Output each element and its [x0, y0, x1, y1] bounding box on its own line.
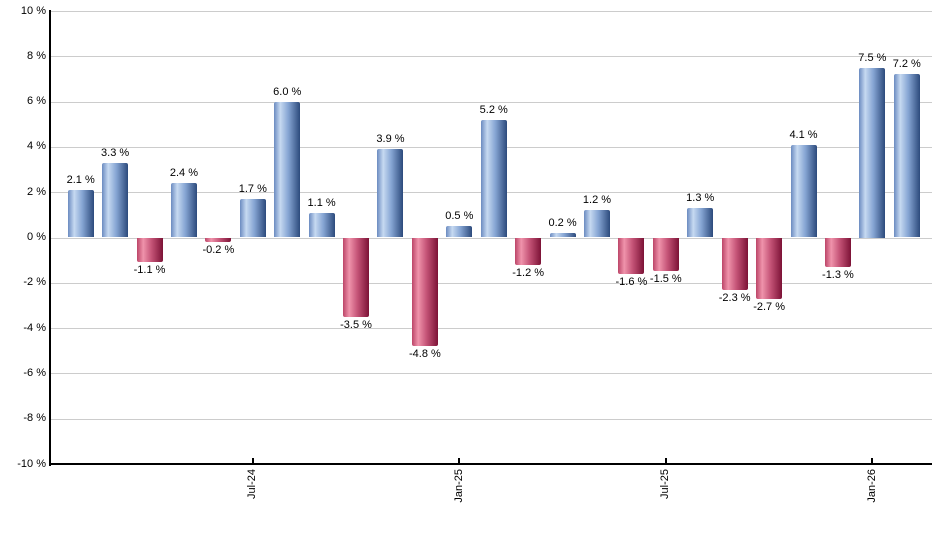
positive-bar[interactable]: [446, 226, 473, 238]
gridline-10pct: [51, 11, 932, 12]
x-axis-tick-label: Jan-26: [865, 469, 878, 503]
bar-value-label: 2.1 %: [66, 173, 95, 186]
y-axis-tick-label: -10 %: [17, 457, 46, 470]
negative-bar[interactable]: [652, 237, 679, 272]
bar-value-label: 1.2 %: [582, 194, 612, 207]
bar-value-label: -1.2 %: [512, 266, 545, 279]
bar-value-label: 1.1 %: [307, 196, 336, 209]
bar-value-label: 0.2 %: [548, 216, 577, 229]
positive-bar[interactable]: [239, 198, 266, 238]
bar-value-label: 3.9 %: [376, 133, 405, 146]
positive-bar[interactable]: [170, 183, 197, 238]
x-axis-tick-label: Jul-25: [659, 469, 672, 499]
negative-bar[interactable]: [515, 237, 542, 265]
bar-value-label: 2.4 %: [169, 167, 199, 180]
bar-value-label: 7.5 %: [858, 51, 887, 64]
positive-bar[interactable]: [893, 74, 920, 238]
bar-value-label: -1.5 %: [649, 273, 682, 286]
positive-bar[interactable]: [549, 232, 576, 238]
negative-bar[interactable]: [756, 237, 783, 299]
negative-bar[interactable]: [824, 237, 851, 267]
gridline--2pct: [51, 282, 932, 284]
y-axis-tick-label: -8 %: [23, 412, 46, 425]
y-axis-tick-label: -2 %: [23, 276, 46, 289]
gridline--6pct: [51, 373, 932, 375]
bar-value-label: -1.3 %: [822, 268, 854, 281]
positive-bar[interactable]: [687, 208, 714, 238]
negative-bar[interactable]: [205, 237, 232, 243]
positive-bar[interactable]: [584, 210, 610, 238]
x-axis-tick-mark: [458, 458, 461, 465]
bar-value-label: 6.0 %: [273, 85, 302, 98]
gridline-8pct: [51, 56, 932, 58]
bar-value-label: 1.3 %: [686, 192, 715, 205]
positive-bar[interactable]: [480, 119, 507, 238]
positive-bar[interactable]: [102, 162, 129, 238]
x-axis-tick-label: Jul-24: [246, 469, 259, 499]
bar-value-label: -1.1 %: [133, 264, 166, 277]
bar-value-label: -2.3 %: [718, 291, 751, 304]
x-axis-line: [49, 463, 932, 465]
bar-value-label: -4.8 %: [408, 348, 441, 361]
bar-value-label: 4.1 %: [789, 128, 818, 141]
x-axis-tick-label: Jan-25: [452, 469, 465, 503]
x-axis-tick-mark: [664, 458, 667, 465]
bar-value-label: 0.5 %: [445, 210, 474, 223]
bar-value-label: 3.3 %: [101, 146, 130, 159]
bar-value-label: 5.2 %: [479, 103, 508, 116]
y-axis-tick-label: 10 %: [20, 4, 46, 17]
positive-bar[interactable]: [274, 101, 301, 238]
positive-bar[interactable]: [377, 149, 404, 238]
bar-value-label: -1.6 %: [615, 275, 648, 288]
x-axis-tick-mark: [251, 458, 254, 465]
y-axis-tick-label: -6 %: [23, 366, 46, 379]
x-axis-tick-mark: [871, 458, 874, 465]
bar-value-label: -2.7 %: [753, 300, 785, 313]
gridline-0pct: [51, 237, 932, 239]
gridline--4pct: [51, 328, 932, 330]
bar-value-label: 7.2 %: [892, 58, 921, 71]
y-axis-tick-label: 2 %: [27, 185, 46, 198]
negative-bar[interactable]: [411, 237, 438, 347]
bar-value-label: 1.7 %: [238, 182, 267, 195]
negative-bar[interactable]: [343, 237, 370, 317]
y-axis-tick-label: -4 %: [23, 321, 46, 334]
y-axis-tick-label: 8 %: [27, 49, 46, 62]
negative-bar[interactable]: [136, 237, 163, 263]
y-axis-tick-label: 4 %: [27, 140, 46, 153]
positive-bar[interactable]: [67, 189, 94, 238]
positive-bar[interactable]: [308, 212, 335, 238]
gridline-6pct: [51, 101, 932, 103]
y-axis-tick-label: 6 %: [27, 95, 46, 108]
negative-bar[interactable]: [618, 237, 645, 274]
positive-bar[interactable]: [859, 67, 886, 238]
y-axis-line: [49, 10, 51, 466]
positive-bar[interactable]: [790, 144, 817, 238]
y-axis-tick-label: 0 %: [27, 231, 46, 243]
bar-value-label: -3.5 %: [340, 318, 372, 331]
bar-value-label: -0.2 %: [202, 244, 235, 257]
negative-bar[interactable]: [721, 237, 748, 290]
gridline--8pct: [51, 418, 932, 420]
